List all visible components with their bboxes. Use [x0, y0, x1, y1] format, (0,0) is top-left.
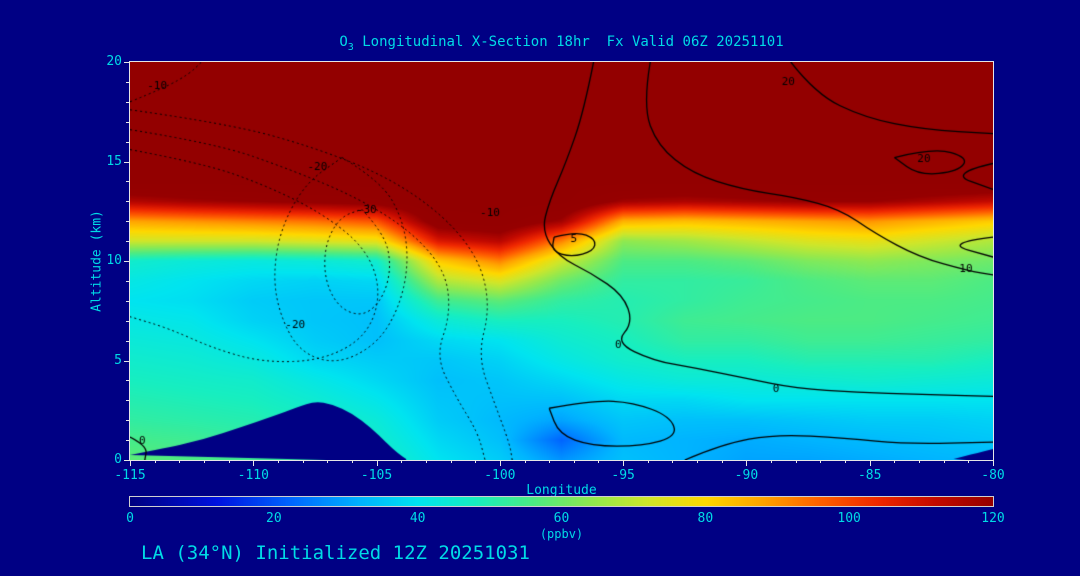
- y-minor-tick-mark: [126, 181, 130, 183]
- colorbar-tick-label: 40: [409, 511, 426, 526]
- x-minor-tick-mark: [154, 460, 156, 463]
- x-minor-tick-mark: [228, 460, 230, 463]
- colorbar-gradient-canvas: [130, 497, 993, 506]
- x-minor-tick-mark: [573, 460, 575, 463]
- colorbar-units-label: (ppbv): [539, 527, 584, 541]
- x-minor-tick-mark: [351, 460, 353, 463]
- y-tick-mark: [124, 161, 130, 163]
- x-minor-tick-mark: [968, 460, 970, 463]
- x-tick-label: -110: [237, 468, 269, 483]
- x-minor-tick-mark: [203, 460, 205, 463]
- init-info-text: LA (34°N) Initialized 12Z 20251031: [141, 542, 530, 564]
- x-minor-tick-mark: [549, 460, 551, 463]
- x-tick-label: -80: [981, 468, 1005, 483]
- x-tick-mark: [623, 460, 625, 466]
- x-minor-tick-mark: [845, 460, 847, 463]
- colorbar-tick-label: 80: [697, 511, 714, 526]
- y-tick-mark: [124, 360, 130, 362]
- plot-title-text: Longitudinal X-Section 18hr Fx Valid 06Z…: [353, 34, 784, 50]
- x-minor-tick-mark: [919, 460, 921, 463]
- y-minor-tick-mark: [126, 340, 130, 342]
- y-minor-tick-mark: [126, 400, 130, 402]
- x-tick-mark: [130, 460, 131, 466]
- x-minor-tick-mark: [672, 460, 674, 463]
- species-subscript: 3: [347, 41, 354, 53]
- plot-title: O3 Longitudinal X-Section 18hr Fx Valid …: [130, 34, 993, 53]
- colorbar-tick-label: 120: [981, 511, 1005, 526]
- x-minor-tick-mark: [401, 460, 403, 463]
- y-tick-mark: [124, 261, 130, 262]
- y-tick-mark: [124, 62, 130, 63]
- x-tick-mark: [376, 460, 378, 466]
- y-minor-tick-mark: [126, 300, 130, 302]
- x-tick-label: -85: [857, 468, 882, 483]
- x-tick-label: -100: [484, 468, 516, 483]
- x-tick-label: -115: [114, 468, 146, 483]
- y-minor-tick-mark: [126, 221, 130, 223]
- y-minor-tick-mark: [126, 121, 130, 123]
- x-tick-mark: [746, 460, 748, 466]
- x-minor-tick-mark: [647, 460, 649, 463]
- y-minor-tick-mark: [126, 440, 130, 442]
- y-tick-mark: [124, 460, 130, 461]
- species-symbol: O: [339, 34, 348, 50]
- x-axis-title: Longitude: [526, 483, 597, 498]
- x-tick-mark: [993, 460, 994, 466]
- x-minor-tick-mark: [721, 460, 723, 463]
- y-minor-tick-mark: [126, 380, 130, 382]
- x-minor-tick-mark: [425, 460, 427, 463]
- x-tick-label: -90: [734, 468, 759, 483]
- y-minor-tick-mark: [126, 241, 130, 243]
- x-minor-tick-mark: [302, 460, 304, 463]
- x-minor-tick-mark: [524, 460, 526, 463]
- x-minor-tick-mark: [697, 460, 699, 463]
- plot-area-frame: [129, 61, 994, 461]
- colorbar-frame: [129, 496, 994, 507]
- y-minor-tick-mark: [126, 201, 130, 203]
- x-minor-tick-mark: [475, 460, 477, 463]
- colorbar-tick-label: 60: [553, 511, 570, 526]
- colorbar-tick-label: 100: [837, 511, 861, 526]
- x-minor-tick-mark: [894, 460, 896, 463]
- x-minor-tick-mark: [943, 460, 945, 463]
- x-minor-tick-mark: [795, 460, 797, 463]
- y-tick-label: 0: [114, 452, 122, 467]
- x-minor-tick-mark: [771, 460, 773, 463]
- y-minor-tick-mark: [126, 141, 130, 143]
- x-tick-mark: [869, 460, 871, 466]
- y-tick-label: 20: [106, 54, 122, 69]
- xsection-heatmap-canvas: [130, 62, 993, 460]
- colorbar-tick-label: 20: [266, 511, 282, 526]
- x-tick-mark: [253, 460, 255, 466]
- y-tick-label: 10: [106, 253, 122, 268]
- x-minor-tick-mark: [277, 460, 279, 463]
- y-minor-tick-mark: [126, 81, 130, 83]
- y-minor-tick-mark: [126, 101, 130, 103]
- x-minor-tick-mark: [450, 460, 452, 463]
- colorbar-tick-label: 0: [126, 511, 134, 526]
- x-tick-label: -95: [611, 468, 635, 483]
- x-tick-mark: [499, 460, 501, 466]
- x-minor-tick-mark: [179, 460, 181, 463]
- y-minor-tick-mark: [126, 280, 130, 282]
- x-minor-tick-mark: [820, 460, 822, 463]
- y-minor-tick-mark: [126, 420, 130, 422]
- y-tick-label: 5: [114, 352, 122, 368]
- y-minor-tick-mark: [126, 320, 130, 322]
- y-tick-label: 15: [106, 153, 122, 169]
- x-tick-label: -105: [360, 468, 393, 483]
- x-minor-tick-mark: [598, 460, 600, 463]
- x-minor-tick-mark: [327, 460, 329, 463]
